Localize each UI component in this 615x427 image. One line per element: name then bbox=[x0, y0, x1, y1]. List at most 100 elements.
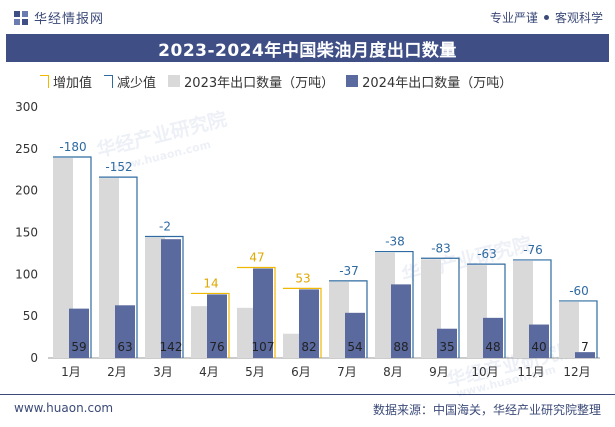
footer-source: 数据来源：中国海关，华经产业研究院整理 bbox=[372, 403, 601, 417]
legend-swatch-increase bbox=[40, 74, 49, 88]
bar-2023 bbox=[53, 158, 73, 358]
change-bracket bbox=[559, 300, 598, 358]
x-tick-label: 11月 bbox=[517, 365, 544, 379]
change-label: -37 bbox=[339, 264, 359, 278]
tagline: 专业严谨 客观科学 bbox=[490, 9, 603, 26]
legend-label-increase: 增加值 bbox=[53, 75, 93, 91]
value-label-2024: 7 bbox=[581, 340, 589, 354]
footer: www.huaon.com 数据来源：中国海关，华经产业研究院整理 bbox=[0, 394, 615, 421]
bar-2024 bbox=[299, 289, 319, 358]
bar-2024 bbox=[115, 305, 135, 358]
y-tick-label: 0 bbox=[30, 351, 38, 365]
bar-2024 bbox=[207, 294, 227, 358]
bar-2023 bbox=[237, 307, 257, 358]
change-bracket bbox=[99, 176, 138, 358]
change-label: -60 bbox=[569, 284, 589, 298]
bar-2023 bbox=[559, 301, 579, 358]
value-label-2024: 48 bbox=[485, 340, 500, 354]
x-tick-label: 7月 bbox=[337, 365, 357, 379]
x-tick-label: 8月 bbox=[383, 365, 403, 379]
change-label: 53 bbox=[295, 271, 310, 285]
legend-item-2024: 2024年出口数量（万吨） bbox=[346, 72, 512, 91]
bar-2023 bbox=[421, 259, 441, 358]
y-tick-label: 200 bbox=[15, 184, 38, 198]
bar-2023 bbox=[467, 265, 487, 358]
tagline-dot bbox=[543, 14, 549, 20]
y-tick-label: 300 bbox=[15, 100, 38, 114]
chart-plot: 0 50 100 150 200 250 300 -180 59 1月 -152 63 2月 -2 142 3… bbox=[15, 100, 600, 379]
x-tick-label: 3月 bbox=[153, 365, 173, 379]
legend-label-2023: 2023年出口数量（万吨） bbox=[184, 75, 335, 91]
x-tick-label: 12月 bbox=[563, 365, 590, 379]
change-bracket bbox=[421, 257, 460, 358]
brand-name: 华经情报网 bbox=[34, 11, 105, 27]
y-tick-label: 250 bbox=[15, 142, 38, 156]
tagline-left: 专业严谨 bbox=[489, 10, 538, 25]
bar-2023 bbox=[283, 333, 303, 358]
bar-2024 bbox=[575, 352, 595, 358]
change-bracket bbox=[191, 292, 230, 358]
bar-2024 bbox=[483, 317, 503, 358]
legend-item-2023: 2023年出口数量（万吨） bbox=[168, 72, 334, 91]
chart-title: 2023-2024年中国柴油月度出口数量 bbox=[6, 34, 609, 62]
chart-legend: 增加值 减少值 2023年出口数量（万吨） 2024年出口数量（万吨） bbox=[40, 72, 512, 91]
x-tick-label: 9月 bbox=[429, 365, 449, 379]
bar-2024 bbox=[529, 324, 549, 358]
logo-icon bbox=[14, 10, 28, 25]
change-bracket bbox=[283, 287, 322, 358]
value-label-2024: 59 bbox=[71, 340, 86, 354]
bar-2024 bbox=[345, 312, 365, 358]
value-label-2024: 54 bbox=[347, 340, 362, 354]
footer-site: www.huaon.com bbox=[14, 401, 114, 415]
change-bracket bbox=[237, 266, 276, 358]
x-tick-label: 10月 bbox=[471, 365, 498, 379]
value-label-2024: 35 bbox=[439, 340, 454, 354]
legend-swatch-decrease bbox=[104, 74, 114, 88]
bar-2023 bbox=[99, 178, 119, 358]
legend-item-decrease: 减少值 bbox=[104, 72, 156, 91]
x-tick-label: 4月 bbox=[199, 365, 219, 379]
x-tick-label: 2月 bbox=[107, 365, 127, 379]
value-label-2024: 142 bbox=[160, 340, 183, 354]
change-bracket bbox=[145, 235, 184, 358]
change-bracket bbox=[329, 280, 368, 358]
bar-2023 bbox=[513, 260, 533, 358]
x-tick-label: 1月 bbox=[61, 365, 81, 379]
brand: 华经情报网 bbox=[14, 8, 104, 27]
y-tick-label: 50 bbox=[23, 309, 38, 323]
bar-2024 bbox=[161, 239, 181, 358]
change-label: -152 bbox=[105, 160, 132, 174]
bar-2024 bbox=[437, 328, 457, 358]
change-bracket bbox=[467, 263, 506, 358]
legend-swatch-2023 bbox=[168, 75, 181, 87]
top-bar: 华经情报网 专业严谨 客观科学 bbox=[0, 0, 615, 34]
bar-2023 bbox=[191, 306, 211, 358]
change-label: 47 bbox=[249, 250, 264, 264]
change-bracket bbox=[375, 250, 414, 358]
legend-label-2024: 2024年出口数量（万吨） bbox=[362, 75, 513, 91]
x-tick-label: 6月 bbox=[291, 365, 311, 379]
change-label: -76 bbox=[523, 243, 543, 257]
bar-2024 bbox=[391, 284, 411, 358]
change-label: -63 bbox=[477, 247, 497, 261]
change-bracket bbox=[53, 156, 92, 358]
x-tick-label: 5月 bbox=[245, 365, 265, 379]
change-bracket bbox=[513, 259, 552, 358]
bar-2023 bbox=[329, 281, 349, 358]
value-label-2024: 82 bbox=[301, 340, 316, 354]
legend-item-increase: 增加值 bbox=[40, 72, 92, 91]
value-label-2024: 88 bbox=[393, 340, 408, 354]
legend-label-decrease: 减少值 bbox=[117, 75, 157, 91]
change-label: -180 bbox=[59, 140, 86, 154]
tagline-right: 客观科学 bbox=[554, 10, 603, 25]
bar-2024 bbox=[253, 268, 273, 358]
bar-2023 bbox=[375, 252, 395, 358]
value-label-2024: 40 bbox=[531, 340, 546, 354]
value-label-2024: 76 bbox=[209, 340, 224, 354]
change-label: -2 bbox=[159, 220, 171, 234]
change-label: -83 bbox=[431, 241, 451, 255]
bar-2024 bbox=[69, 308, 89, 358]
value-label-2024: 107 bbox=[252, 340, 275, 354]
y-tick-label: 100 bbox=[15, 267, 38, 281]
